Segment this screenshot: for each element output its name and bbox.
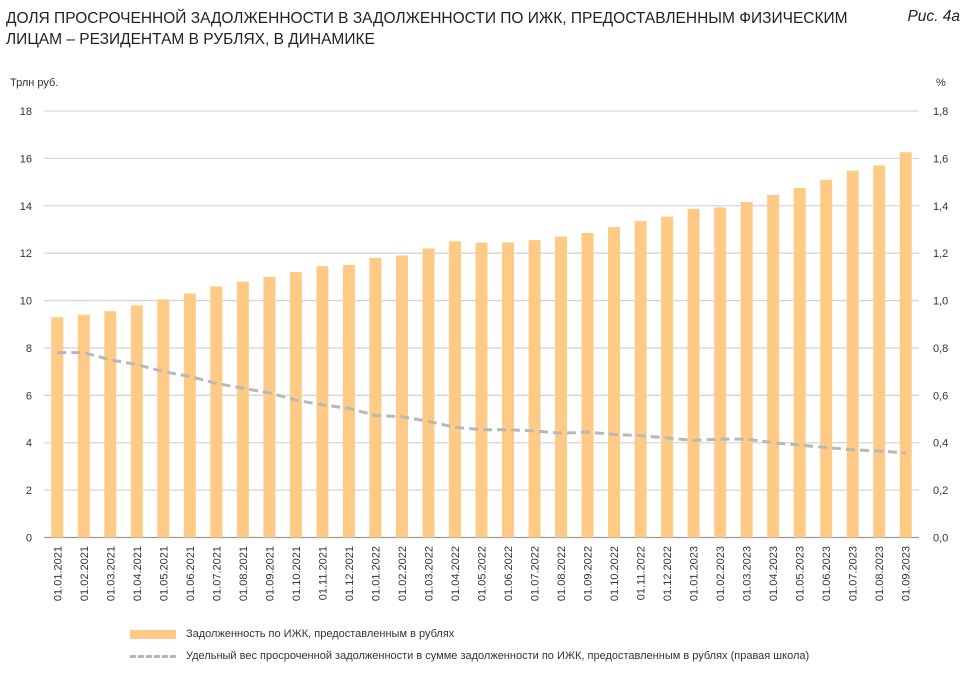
- right-tick-label: 0,2: [933, 485, 948, 497]
- bar: [502, 242, 515, 538]
- category-label: 01.10.2022: [609, 546, 621, 601]
- bar: [316, 266, 329, 538]
- category-label: 01.08.2023: [874, 546, 886, 601]
- bar: [289, 272, 302, 538]
- category-label: 01.09.2023: [901, 546, 913, 601]
- category-label: 01.02.2022: [397, 546, 409, 601]
- right-tick-label: 1,6: [933, 153, 948, 165]
- right-tick-label: 0,0: [933, 533, 948, 545]
- category-label: 01.02.2021: [79, 546, 91, 601]
- category-label: 01.10.2021: [291, 546, 303, 601]
- category-label: 01.06.2023: [821, 546, 833, 601]
- bar: [661, 216, 674, 538]
- category-label: 01.04.2021: [132, 546, 144, 601]
- category-label: 01.11.2022: [636, 546, 648, 600]
- category-label: 01.12.2021: [344, 546, 356, 601]
- category-label: 01.05.2022: [477, 546, 489, 601]
- legend-label: Удельный вес просроченной задолженности …: [186, 650, 810, 662]
- left-tick-label: 10: [20, 296, 32, 308]
- left-tick-label: 14: [20, 201, 32, 213]
- bar: [846, 170, 859, 538]
- category-label: 01.12.2022: [662, 546, 674, 601]
- bar: [820, 179, 833, 538]
- left-tick-label: 0: [26, 533, 32, 545]
- legend-item-line: Удельный вес просроченной задолженности …: [130, 650, 809, 662]
- bar: [210, 286, 223, 538]
- right-tick-label: 1,4: [933, 201, 948, 213]
- bar: [475, 242, 488, 538]
- bar: [555, 236, 568, 538]
- left-tick-label: 16: [20, 153, 32, 165]
- category-label: 01.02.2023: [715, 546, 727, 601]
- left-tick-label: 4: [26, 438, 32, 450]
- category-label: 01.03.2023: [742, 546, 754, 601]
- bar: [395, 255, 408, 538]
- category-label: 01.04.2023: [768, 546, 780, 601]
- left-tick-label: 2: [26, 485, 32, 497]
- left-tick-label: 12: [20, 248, 32, 260]
- category-label: 01.04.2022: [450, 546, 462, 601]
- category-label: 01.07.2021: [211, 546, 223, 601]
- bar: [899, 152, 912, 538]
- bar: [369, 257, 382, 538]
- category-label: 01.07.2022: [530, 546, 542, 601]
- bar: [236, 281, 249, 538]
- category-label: 01.03.2022: [423, 546, 435, 601]
- bar: [77, 314, 90, 538]
- category-label: 01.06.2021: [185, 546, 197, 601]
- category-label: 01.11.2021: [317, 546, 329, 600]
- bar: [51, 317, 64, 538]
- legend-swatch-bar: [130, 629, 176, 639]
- category-label: 01.09.2021: [264, 546, 276, 601]
- figure-label: Рис. 4а: [907, 8, 960, 25]
- bar: [263, 276, 276, 538]
- bar: [183, 293, 196, 538]
- bar: [793, 188, 806, 538]
- category-label: 01.08.2022: [556, 546, 568, 601]
- bar: [687, 208, 700, 538]
- bar: [634, 221, 647, 538]
- right-tick-label: 0,4: [933, 438, 948, 450]
- legend-item-bars: Задолженность по ИЖК, предоставленным в …: [130, 628, 454, 640]
- right-tick-label: 0,8: [933, 343, 948, 355]
- right-tick-label: 1,8: [933, 106, 948, 118]
- category-label: 01.01.2022: [370, 546, 382, 601]
- bar: [342, 265, 355, 538]
- left-tick-label: 18: [20, 106, 32, 118]
- category-label: 01.01.2023: [689, 546, 701, 601]
- category-label: 01.09.2022: [583, 546, 595, 601]
- bar: [767, 194, 780, 538]
- bar: [528, 240, 541, 538]
- left-axis-label: Трлн руб.: [10, 77, 59, 89]
- bar: [714, 207, 727, 538]
- right-axis-label: %: [936, 77, 946, 89]
- category-label: 01.07.2023: [848, 546, 860, 601]
- bar: [422, 248, 435, 538]
- right-tick-label: 1,0: [933, 296, 948, 308]
- bar: [873, 165, 886, 538]
- category-label: 01.06.2022: [503, 546, 515, 601]
- bar: [157, 299, 170, 538]
- bar: [608, 227, 621, 538]
- category-label: 01.01.2021: [52, 546, 64, 601]
- right-tick-label: 1,2: [933, 248, 948, 260]
- legend-swatch-line: [130, 654, 176, 658]
- bar: [104, 311, 117, 538]
- left-tick-label: 6: [26, 390, 32, 402]
- category-label: 01.08.2021: [238, 546, 250, 601]
- bar: [581, 233, 594, 538]
- bar: [740, 201, 753, 538]
- series-line: [57, 351, 906, 455]
- category-label: 01.03.2021: [105, 546, 117, 601]
- bar: [130, 305, 143, 538]
- bar: [448, 241, 461, 538]
- category-label: 01.05.2023: [795, 546, 807, 601]
- right-tick-label: 0,6: [933, 390, 948, 402]
- legend-label: Задолженность по ИЖК, предоставленным в …: [186, 628, 455, 640]
- left-tick-label: 8: [26, 343, 32, 355]
- category-label: 01.05.2021: [158, 546, 170, 601]
- chart-title: Доля просроченной задолженности в задолж…: [6, 10, 848, 48]
